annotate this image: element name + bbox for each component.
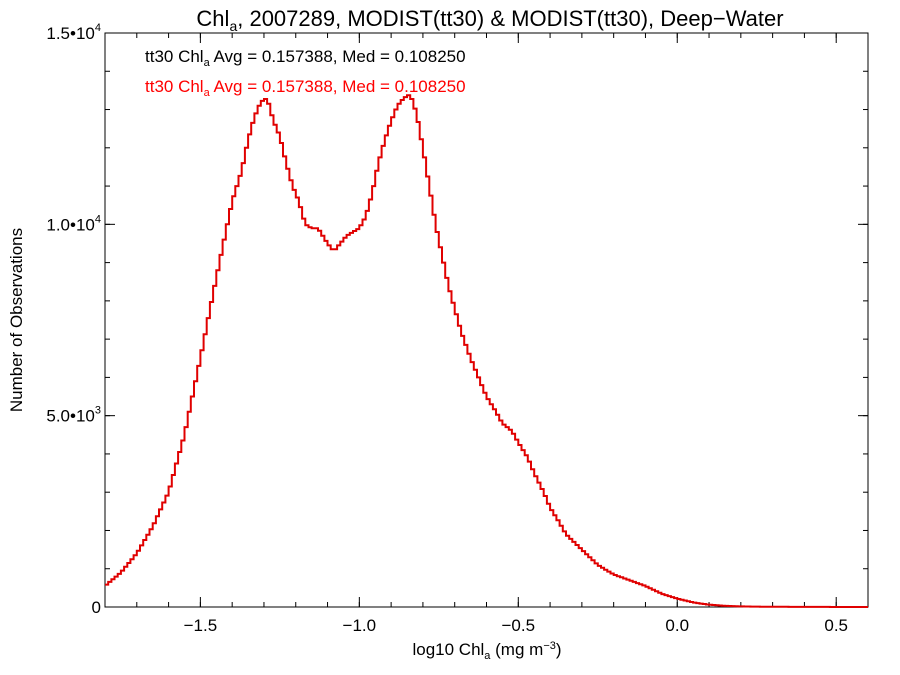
stats-annotation-red: tt30 Chla Avg = 0.157388, Med = 0.108250 <box>145 77 466 99</box>
y-tick-label: 0 <box>92 598 101 617</box>
x-tick-label: 0.5 <box>824 616 848 635</box>
plot-frame <box>104 32 869 608</box>
y-tick-label: 1.5•104 <box>46 22 101 43</box>
y-tick-label: 5.0•103 <box>46 405 101 426</box>
x-tick-label: −1.5 <box>184 616 218 635</box>
y-axis-label: Number of Observations <box>7 228 26 412</box>
y-tick-label: 1.0•104 <box>46 213 101 234</box>
stats-annotation-black: tt30 Chla Avg = 0.157388, Med = 0.108250 <box>145 47 466 69</box>
x-tick-label: −1.0 <box>343 616 377 635</box>
y-axis: 0 5.0•103 1.0•104 1.5•104 <box>46 22 868 617</box>
x-tick-label: 0.0 <box>665 616 689 635</box>
histogram-series-line <box>105 94 868 608</box>
chart-title: Chla, 2007289, MODIST(tt30) & MODIST(tt3… <box>196 6 783 34</box>
x-axis: −1.5 −1.0 −0.5 0.0 0.5 <box>104 33 869 635</box>
x-axis-label: log10 Chla (mg m−3) <box>412 640 561 662</box>
x-tick-label: −0.5 <box>502 616 536 635</box>
